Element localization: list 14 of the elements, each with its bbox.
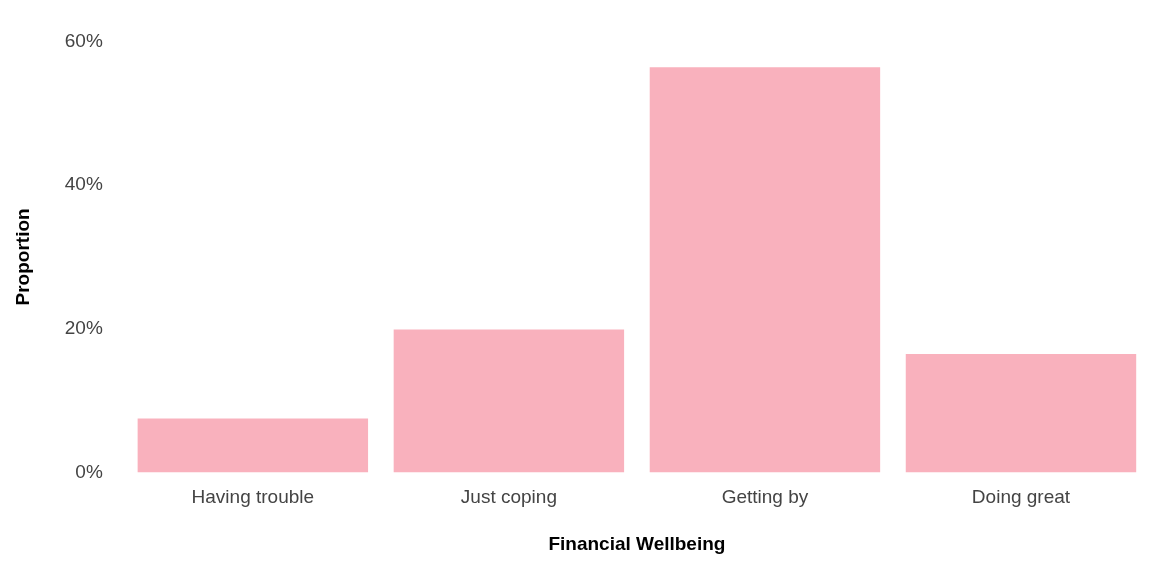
bar — [649, 67, 881, 473]
x-tick-label: Just coping — [460, 486, 557, 508]
x-tick-label: Getting by — [721, 486, 809, 508]
bar — [905, 353, 1137, 473]
bar — [137, 418, 369, 473]
x-axis-title: Financial Wellbeing — [548, 532, 726, 554]
y-tick-label: 20% — [64, 316, 103, 338]
y-tick-label: 0% — [75, 460, 103, 482]
y-tick-label: 60% — [64, 29, 103, 51]
y-axis-title: Proportion — [11, 208, 33, 306]
x-tick-label: Having trouble — [191, 486, 315, 508]
bar — [393, 329, 625, 473]
x-tick-label: Doing great — [971, 486, 1071, 508]
y-tick-label: 40% — [64, 173, 103, 195]
